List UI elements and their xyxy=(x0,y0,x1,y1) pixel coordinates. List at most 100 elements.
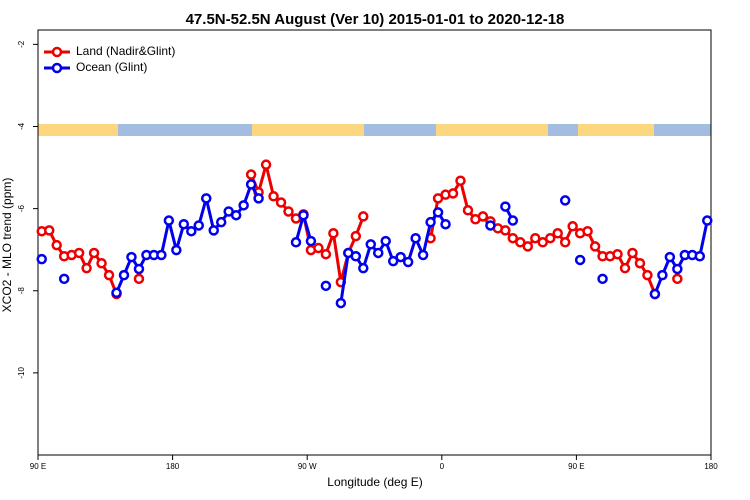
data-point xyxy=(612,248,623,260)
data-point xyxy=(455,175,466,186)
data-point xyxy=(425,216,436,228)
data-point xyxy=(634,257,646,269)
data-point xyxy=(462,205,474,216)
data-point xyxy=(477,211,489,222)
data-point xyxy=(73,247,85,259)
data-point xyxy=(320,248,332,260)
data-point xyxy=(111,287,122,299)
data-point xyxy=(530,232,541,244)
data-point xyxy=(335,297,347,309)
x-tick-label: 90 E xyxy=(30,462,46,471)
data-point xyxy=(365,239,377,250)
data-point xyxy=(440,218,451,230)
data-point xyxy=(500,225,511,236)
data-point xyxy=(156,249,167,261)
data-point xyxy=(358,262,369,274)
data-point xyxy=(186,225,197,237)
legend-label: Land (Nadir&Glint) xyxy=(76,44,175,58)
data-point xyxy=(313,242,324,254)
data-point xyxy=(245,169,257,180)
data-point xyxy=(126,251,137,263)
data-point xyxy=(230,209,242,221)
data-point xyxy=(664,251,676,263)
x-tick-label: 0 xyxy=(440,462,445,471)
land-strip xyxy=(578,124,654,136)
data-point xyxy=(567,221,578,232)
data-point xyxy=(298,209,309,221)
data-point xyxy=(372,247,384,259)
legend-label: Ocean (Glint) xyxy=(76,60,147,74)
data-point xyxy=(522,241,534,252)
data-point xyxy=(133,263,145,275)
data-point xyxy=(275,197,287,208)
data-point xyxy=(672,263,683,275)
data-point xyxy=(500,201,511,212)
data-point xyxy=(702,215,713,226)
data-point xyxy=(627,247,638,259)
data-point xyxy=(253,193,264,204)
data-point xyxy=(657,269,668,281)
land-strip xyxy=(252,124,364,136)
data-point xyxy=(208,225,219,236)
data-point xyxy=(642,269,653,281)
data-point xyxy=(402,256,414,268)
x-tick-label: 180 xyxy=(166,462,180,471)
data-point xyxy=(597,273,608,285)
data-point xyxy=(447,188,459,199)
data-point xyxy=(193,220,205,231)
data-point xyxy=(171,244,182,256)
y-tick-label: -6 xyxy=(17,205,26,213)
y-tick-label: -10 xyxy=(17,367,26,379)
data-point xyxy=(118,269,130,281)
data-point xyxy=(559,237,571,248)
data-point xyxy=(163,215,175,226)
data-point xyxy=(417,249,429,261)
data-point xyxy=(619,262,631,274)
data-point xyxy=(96,257,107,269)
data-point xyxy=(507,215,519,226)
data-point xyxy=(260,159,272,170)
y-axis-label: XCO2 - MLO trend (ppm) xyxy=(0,178,14,313)
land-strip xyxy=(38,124,118,136)
data-point xyxy=(552,228,563,239)
data-point xyxy=(43,225,55,236)
legend-marker xyxy=(51,46,63,58)
data-point xyxy=(507,232,519,244)
data-point xyxy=(238,200,249,211)
data-point xyxy=(178,218,190,230)
data-point xyxy=(515,237,526,248)
data-point xyxy=(290,237,302,248)
data-point xyxy=(582,225,593,237)
plot-frame xyxy=(37,29,712,456)
x-tick-label: 180 xyxy=(704,462,718,471)
data-point xyxy=(320,280,332,292)
data-point xyxy=(283,206,294,217)
data-point xyxy=(305,235,317,247)
data-point xyxy=(380,235,391,247)
data-point xyxy=(410,232,421,244)
land-strip xyxy=(436,124,548,136)
data-point xyxy=(328,228,339,239)
data-point xyxy=(544,232,556,244)
data-point xyxy=(432,207,444,218)
data-point xyxy=(395,251,406,263)
data-point xyxy=(36,253,47,265)
data-point xyxy=(350,230,362,242)
x-tick-label: 90 E xyxy=(568,462,584,471)
data-point xyxy=(589,241,601,252)
legend-marker xyxy=(51,62,63,74)
data-point xyxy=(103,269,115,281)
x-tick-label: 90 W xyxy=(298,462,317,471)
y-tick-label: -2 xyxy=(17,40,26,48)
data-point xyxy=(350,251,362,262)
data-point xyxy=(358,211,369,222)
data-point xyxy=(537,237,548,248)
data-point xyxy=(268,191,279,202)
data-point xyxy=(133,273,145,285)
data-point xyxy=(215,216,227,228)
data-point xyxy=(58,273,70,285)
land-mask xyxy=(38,124,711,136)
data-point xyxy=(201,193,212,204)
y-tick-label: -4 xyxy=(17,122,26,130)
